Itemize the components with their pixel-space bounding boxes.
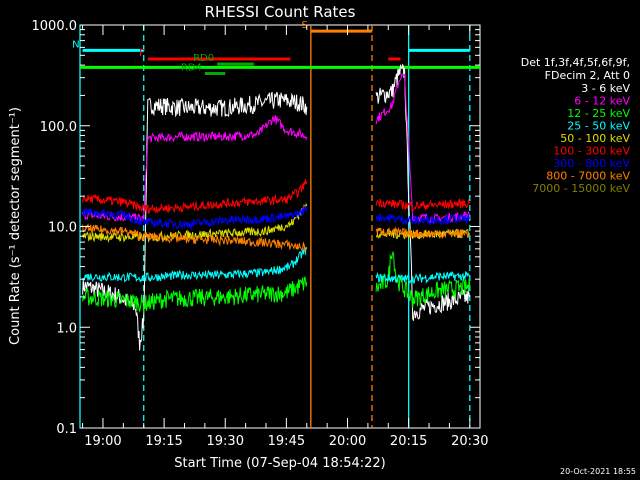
x-tick-label: 19:15 [145,434,182,449]
series-line-6-segment-2 [375,198,471,211]
x-tick-label: 19:30 [207,434,244,449]
legend-entry-3: 12 - 25 keV [567,107,630,120]
y-tick-label: 1.0 [56,321,77,336]
series-line-3-segment-1 [82,276,308,313]
legend-entry-4: 25 - 50 keV [567,120,630,133]
flag-label-rd0: RD0 [193,53,214,64]
y-axis-ticks: 0.1 1.0 10.0 100.0 1000.0 [32,19,480,437]
x-tick-label: 19:45 [268,434,305,449]
y-tick-label: 10.0 [48,221,77,236]
flag-label-rd4: RD4 [181,63,202,74]
series-line-4-segment-2 [375,270,471,285]
legend-entry-5: 50 - 100 keV [560,132,630,145]
flag-label-s: S [301,20,307,31]
series-line-3-segment-2 [375,250,471,308]
series-group [82,63,471,351]
series-line-7-segment-2 [375,212,471,226]
x-tick-label: 19:00 [84,434,121,449]
chart-title: RHESSI Count Rates [205,3,356,21]
legend-entry-6: 100 - 300 keV [553,145,630,158]
series-line-8-segment-2 [375,226,471,240]
legend-header-line-1: Det 1f,3f,4f,5f,6f,9f, [521,56,630,69]
series-line-8-segment-1 [82,223,308,252]
legend-header-line-2: FDecim 2, Att 0 [545,69,630,82]
flag-label-n: N [72,39,79,50]
series-line-2-segment-2 [375,72,471,224]
y-tick-label: 1000.0 [32,19,78,34]
interval-lines [79,25,471,428]
series-line-2-segment-1 [82,115,308,224]
render-timestamp: 20-Oct-2021 18:55 [560,467,636,476]
legend: Det 1f,3f,4f,5f,6f,9f, FDecim 2, Att 0 3… [521,56,631,195]
x-tick-label: 20:15 [390,434,427,449]
x-tick-label: 20:00 [329,434,366,449]
x-axis-ticks: 19:00 19:15 19:30 19:45 20:00 20:15 20:30 [82,25,489,449]
y-tick-label: 0.1 [56,422,77,437]
series-line-6-segment-1 [82,179,308,214]
x-tick-label: 20:30 [451,434,488,449]
legend-entry-1: 3 - 6 keV [581,82,630,95]
legend-entry-9: 7000 - 15000 keV [532,182,630,195]
series-line-7-segment-1 [82,206,308,230]
flag-label-f: F [139,48,145,59]
x-axis-label: Start Time (07-Sep-04 18:54:22) [174,456,385,471]
series-line-4-segment-1 [82,245,308,283]
legend-entry-7: 300 - 800 keV [553,157,630,170]
series-line-1-segment-1 [82,91,308,351]
y-tick-label: 100.0 [40,120,77,135]
legend-entry-8: 800 - 7000 keV [546,170,630,183]
legend-entry-2: 6 - 12 keV [574,95,630,108]
y-axis-label: Count Rate (s⁻¹ detector segment⁻¹) [8,107,23,345]
